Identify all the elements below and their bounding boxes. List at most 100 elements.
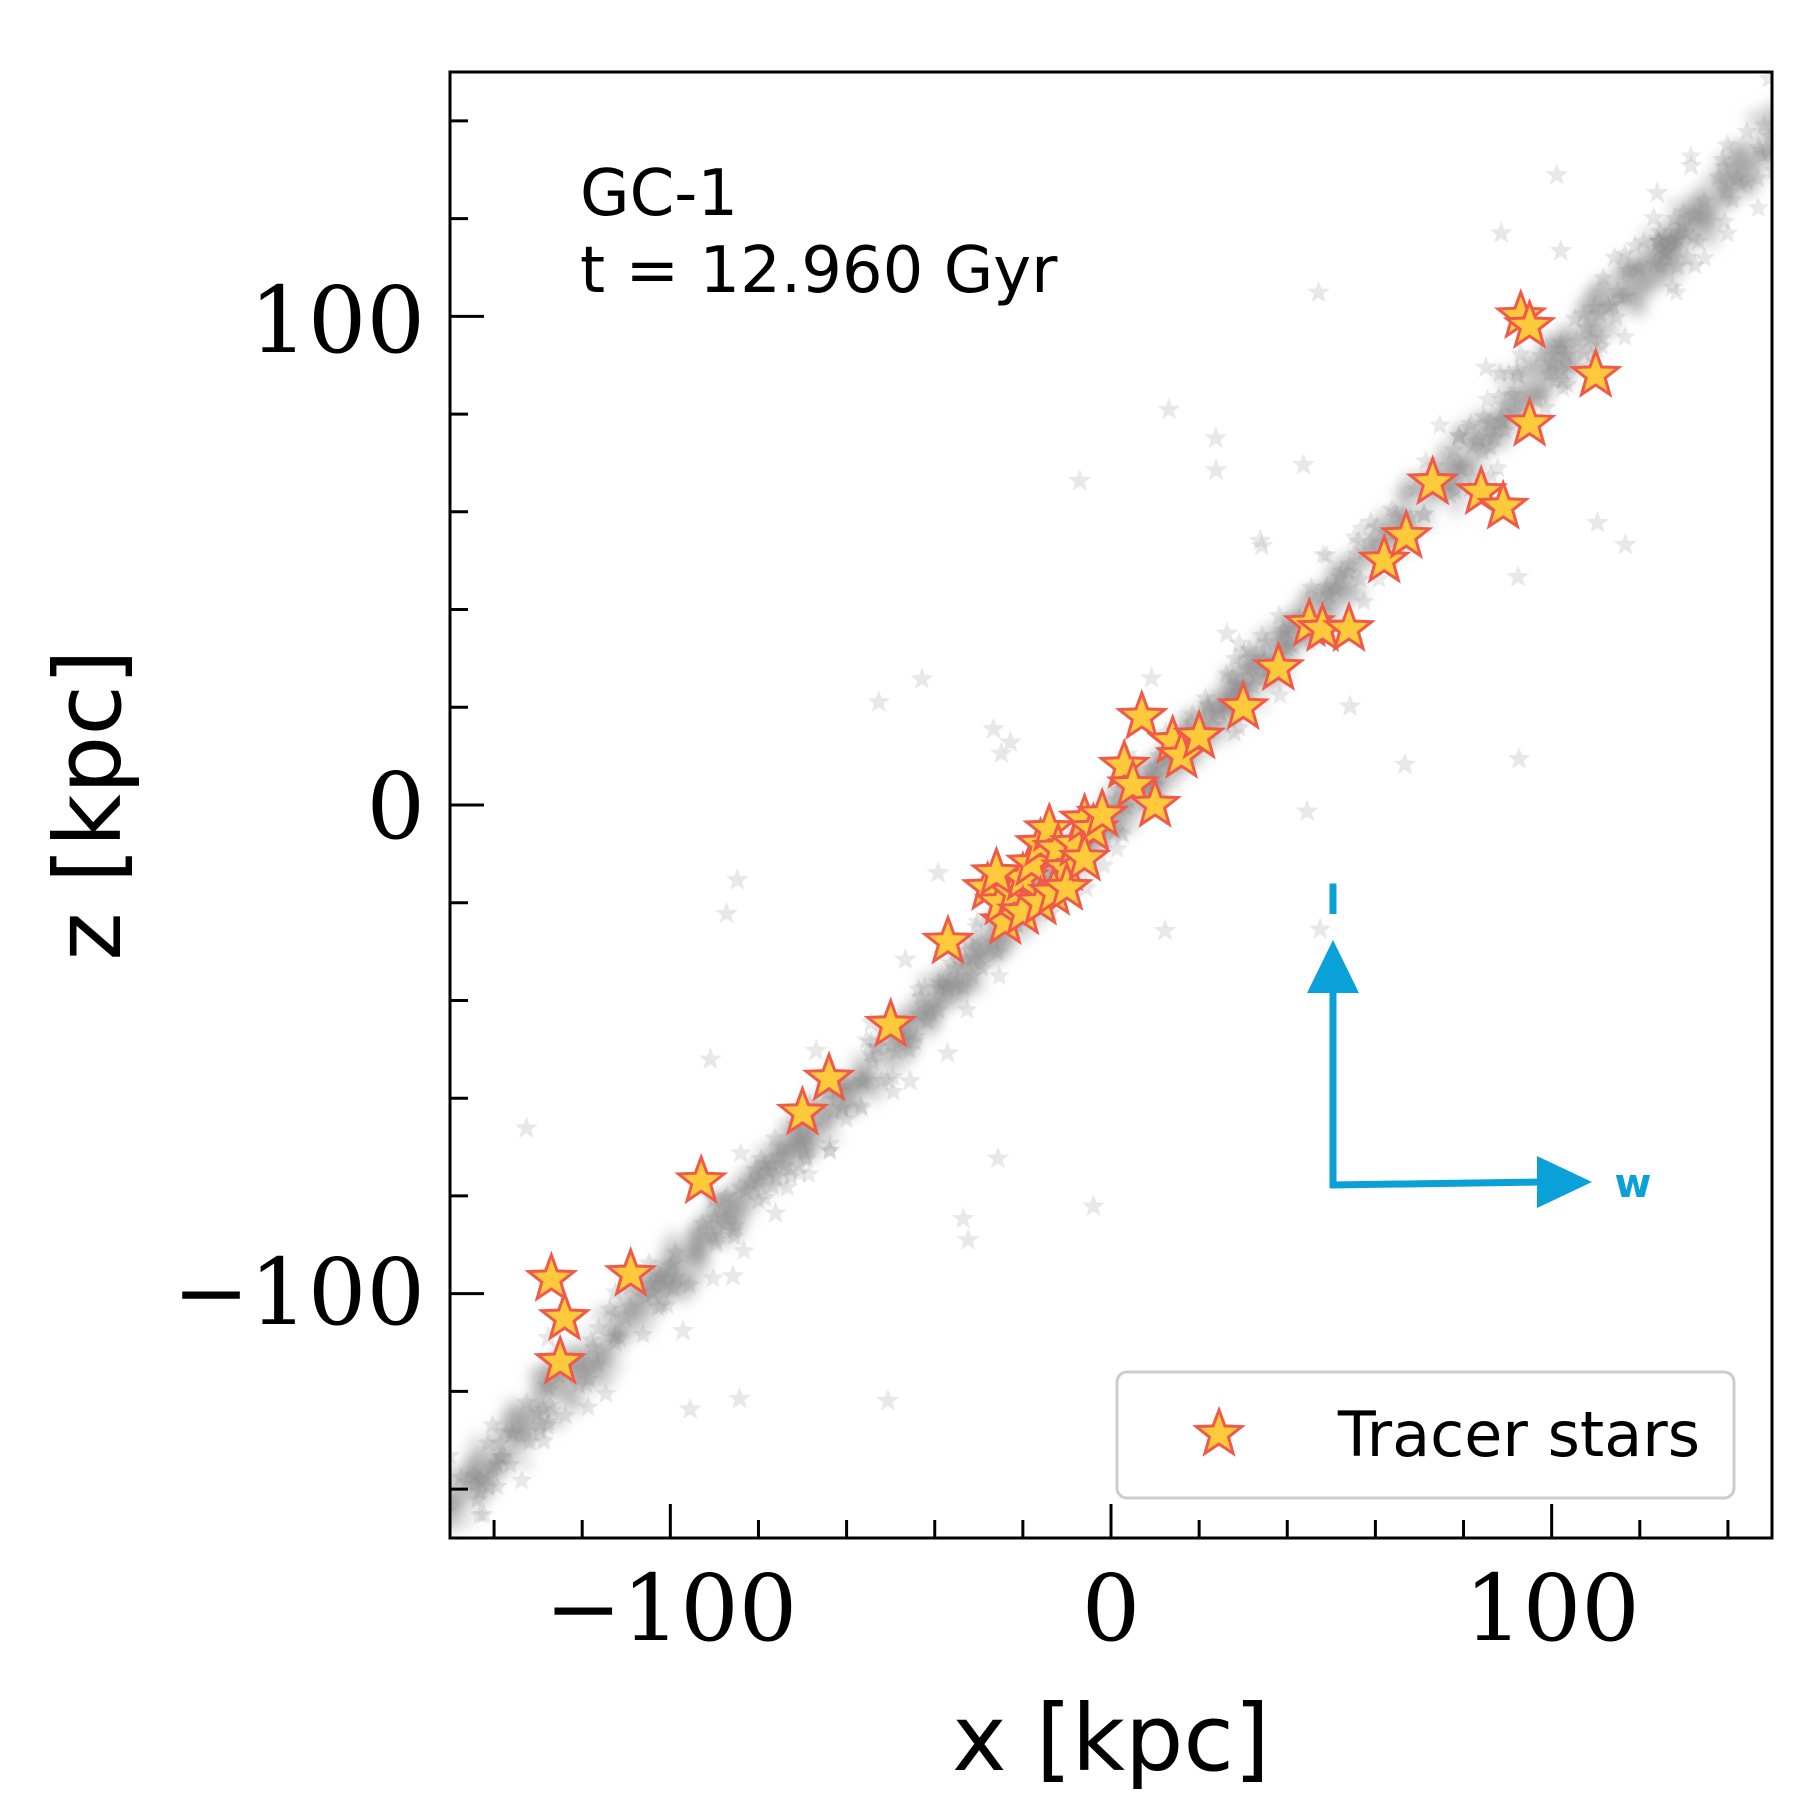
stream-star xyxy=(463,1464,485,1485)
background-star xyxy=(1250,533,1274,556)
tracer-star xyxy=(674,1152,729,1205)
stream-star xyxy=(640,1273,662,1294)
background-star xyxy=(926,861,950,883)
stream-star xyxy=(1282,634,1304,655)
stream-star xyxy=(1255,631,1277,652)
stream-star xyxy=(701,1225,723,1246)
stream-star xyxy=(1494,419,1516,440)
tracer-star xyxy=(1251,639,1306,692)
stream-star xyxy=(1197,698,1218,719)
stream-particle xyxy=(924,1005,946,1026)
background-star xyxy=(867,690,891,712)
stream-star xyxy=(1757,142,1772,163)
stream-particle xyxy=(1684,201,1699,216)
stream-star xyxy=(871,1069,893,1090)
stream-star xyxy=(856,1029,877,1049)
legend-label-tracer: Tracer stars xyxy=(1337,1398,1700,1471)
stream-star xyxy=(702,1267,724,1288)
stream-particle xyxy=(924,1023,940,1040)
stream-star xyxy=(1228,716,1250,737)
stream-particle xyxy=(480,1453,502,1475)
stream-star xyxy=(1444,480,1466,500)
stream-star xyxy=(538,1378,560,1398)
stream-particle xyxy=(1760,107,1772,128)
stream-star xyxy=(1564,307,1586,328)
tracer-star xyxy=(1097,737,1152,789)
stream-star xyxy=(662,1252,684,1273)
stream-star xyxy=(1591,327,1613,348)
stream-star xyxy=(485,1451,507,1472)
orientation-vectors: l w xyxy=(1307,878,1651,1208)
tracer-star xyxy=(1502,395,1557,447)
stream-star xyxy=(851,1097,873,1118)
stream-star xyxy=(748,1189,769,1210)
stream-star xyxy=(1654,226,1676,247)
stream-particle xyxy=(712,1230,732,1250)
background-star xyxy=(698,1047,722,1070)
stream-star xyxy=(754,1186,776,1207)
stream-particle xyxy=(968,959,982,973)
stream-particle xyxy=(1712,153,1727,168)
l-vector-head xyxy=(1307,940,1359,993)
stream-star xyxy=(1551,359,1573,380)
stream-star xyxy=(1360,511,1382,532)
tracer-star xyxy=(1039,859,1094,912)
stream-particle xyxy=(668,1238,684,1253)
stream-particle xyxy=(985,948,999,962)
stream-particle xyxy=(1665,197,1680,212)
stream-particle xyxy=(1678,218,1696,237)
stream-star xyxy=(758,1159,779,1180)
x-tick-label-100: 100 xyxy=(1464,1555,1640,1662)
stream-star xyxy=(1566,329,1588,350)
stream-particle xyxy=(462,1511,478,1527)
background-star xyxy=(1140,666,1163,688)
stream-particle xyxy=(748,1171,765,1187)
stream-particle xyxy=(456,1491,473,1507)
background-star xyxy=(1074,876,1098,898)
stream-star xyxy=(641,1282,663,1303)
stream-star xyxy=(831,1096,853,1117)
stream-star xyxy=(532,1398,554,1418)
background-star xyxy=(1153,918,1177,941)
background-star xyxy=(726,868,749,890)
stream-star xyxy=(706,1233,727,1253)
background-star xyxy=(721,1264,745,1286)
stream-particle xyxy=(1750,125,1769,144)
stream-particle xyxy=(1350,564,1364,578)
stream-star xyxy=(469,1504,491,1524)
stream-star xyxy=(765,1166,787,1187)
stream-star xyxy=(1654,241,1676,261)
stream-particle xyxy=(615,1319,636,1339)
stream-star xyxy=(1508,365,1529,386)
stream-particle xyxy=(1218,666,1235,683)
stream-star xyxy=(635,1286,657,1307)
stream-star xyxy=(1714,210,1735,231)
stream-star xyxy=(706,1218,728,1239)
stream-star xyxy=(1487,457,1509,478)
stream-star xyxy=(501,1421,523,1441)
stream-star xyxy=(516,1391,537,1412)
stream-star xyxy=(502,1423,524,1443)
stream-particle xyxy=(1584,282,1603,301)
stream-particle xyxy=(580,1323,596,1339)
stream-star xyxy=(817,1081,839,1102)
stream-particle xyxy=(578,1365,599,1386)
tracer-star xyxy=(1172,708,1227,760)
stream-star xyxy=(1488,385,1510,406)
stream-star xyxy=(767,1145,789,1166)
stream-star xyxy=(539,1394,561,1415)
stream-star xyxy=(1337,561,1359,582)
stream-star xyxy=(962,936,984,956)
stream-star xyxy=(776,1176,798,1197)
stream-star xyxy=(528,1402,549,1423)
stream-star xyxy=(1479,411,1501,432)
stream-particle xyxy=(1602,322,1617,337)
stream-particle xyxy=(796,1132,817,1152)
stream-particle xyxy=(1250,628,1273,650)
background-star xyxy=(715,901,738,924)
stream-star xyxy=(966,915,987,936)
stream-star xyxy=(1460,412,1482,433)
stream-star xyxy=(773,1155,795,1176)
stream-particle xyxy=(1760,145,1772,166)
stream-star xyxy=(1541,352,1563,372)
